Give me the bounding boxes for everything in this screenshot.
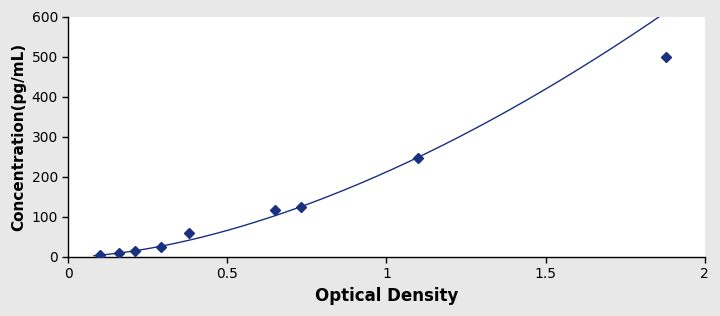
- X-axis label: Optical Density: Optical Density: [315, 287, 458, 305]
- Y-axis label: Concentration(pg/mL): Concentration(pg/mL): [11, 43, 26, 231]
